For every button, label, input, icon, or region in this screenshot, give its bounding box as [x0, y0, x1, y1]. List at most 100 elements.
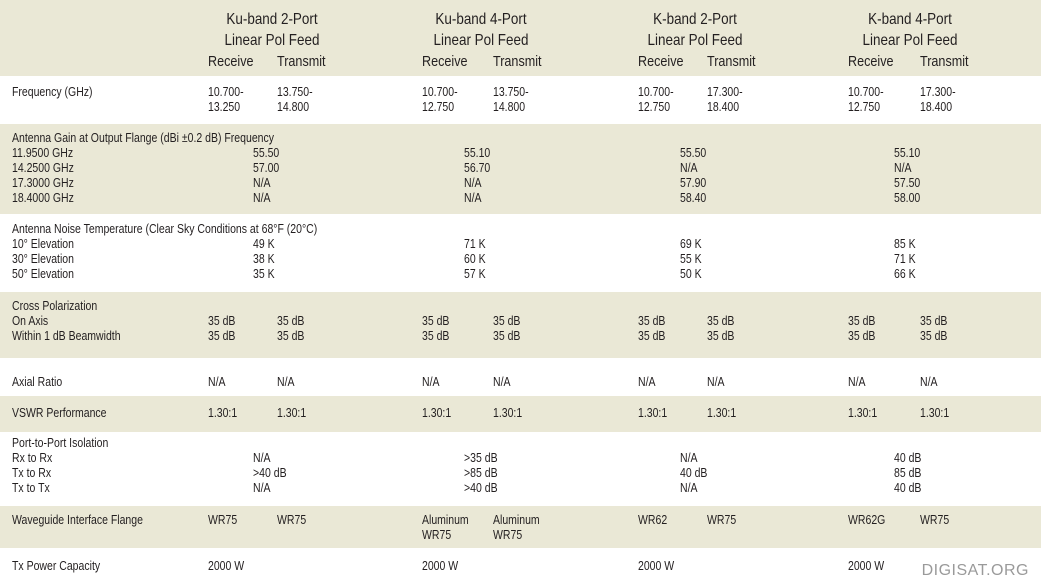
cell-value: 55.50 [680, 146, 707, 160]
cell-value: 57.00 [253, 161, 280, 175]
cell-value: 35 dB [638, 314, 666, 328]
column-subtitle: Linear Pol Feed [433, 32, 529, 49]
cell-value: 85 dB [894, 466, 922, 480]
cell-value: 12.750 [848, 100, 881, 114]
cell-value: 35 dB [277, 329, 305, 343]
cell-value: 10.700- [208, 85, 244, 99]
row-label: Cross Polarization [12, 299, 98, 313]
column-subtitle: Linear Pol Feed [224, 32, 320, 49]
cell-value: 18.400 [920, 100, 953, 114]
cell-value: 35 dB [208, 314, 236, 328]
cell-value: N/A [253, 451, 271, 465]
watermark: DIGISAT.ORG [921, 562, 1029, 579]
cell-value: 55.10 [894, 146, 921, 160]
cell-value: 69 K [680, 237, 702, 251]
cell-value: 40 dB [894, 481, 922, 495]
cell-value: 35 K [253, 267, 275, 281]
cell-value: 14.800 [493, 100, 526, 114]
column-subtitle: Linear Pol Feed [647, 32, 743, 49]
cell-value: WR75 [707, 513, 737, 527]
row-label: Frequency (GHz) [12, 85, 93, 99]
cell-value: 35 dB [848, 314, 876, 328]
cell-value: >85 dB [464, 466, 498, 480]
cell-value: 10.700- [422, 85, 458, 99]
cell-value: N/A [277, 375, 295, 389]
column-title: Ku-band 2-Port [226, 11, 318, 28]
cell-value: N/A [680, 451, 698, 465]
row-label: Antenna Gain at Output Flange (dBi ±0.2 … [12, 131, 275, 145]
cell-value: 57.90 [680, 176, 707, 190]
row-band [0, 548, 1041, 586]
cell-value: 2000 W [422, 559, 459, 573]
cell-value: 60 K [464, 252, 486, 266]
cell-value: N/A [464, 191, 482, 205]
row-sublabel: On Axis [12, 314, 49, 328]
cell-value: 55.10 [464, 146, 491, 160]
cell-value: 1.30:1 [493, 406, 523, 420]
cell-value: 10.700- [638, 85, 674, 99]
cell-value: 1.30:1 [707, 406, 737, 420]
row-sublabel: 50° Elevation [12, 267, 75, 281]
row-band [0, 432, 1041, 506]
cell-value: 2000 W [208, 559, 245, 573]
cell-value: >40 dB [253, 466, 287, 480]
cell-value: N/A [707, 375, 725, 389]
cell-value: N/A [894, 161, 912, 175]
cell-value: 1.30:1 [848, 406, 878, 420]
cell-value: 35 dB [920, 329, 948, 343]
column-title: Ku-band 4-Port [435, 11, 527, 28]
cell-value: N/A [464, 176, 482, 190]
transmit-heading: Transmit [277, 53, 326, 70]
cell-value: N/A [253, 191, 271, 205]
cell-value: 12.750 [638, 100, 671, 114]
receive-heading: Receive [208, 53, 254, 70]
row-sublabel: Tx to Rx [12, 466, 52, 480]
cell-value: 35 dB [208, 329, 236, 343]
cell-value: 49 K [253, 237, 275, 251]
cell-value: 1.30:1 [208, 406, 238, 420]
cell-value: N/A [253, 481, 271, 495]
cell-value: 2000 W [638, 559, 675, 573]
row-band [0, 396, 1041, 432]
cell-value: WR75 [277, 513, 307, 527]
cell-value: 71 K [894, 252, 916, 266]
cell-value: 38 K [253, 252, 275, 266]
row-band [0, 124, 1041, 214]
transmit-heading: Transmit [920, 53, 969, 70]
receive-heading: Receive [422, 53, 468, 70]
cell-value: N/A [422, 375, 440, 389]
cell-value: 56.70 [464, 161, 491, 175]
row-label: Antenna Noise Temperature (Clear Sky Con… [12, 222, 318, 236]
cell-value: 55 K [680, 252, 702, 266]
cell-value: 50 K [680, 267, 702, 281]
cell-value: N/A [638, 375, 656, 389]
cell-value: N/A [680, 161, 698, 175]
cell-value: 13.750- [277, 85, 313, 99]
cell-value: 35 dB [707, 329, 735, 343]
cell-value: 12.750 [422, 100, 455, 114]
cell-value: 35 dB [920, 314, 948, 328]
cell-value: 35 dB [707, 314, 735, 328]
cell-value: N/A [680, 481, 698, 495]
row-sublabel: 11.9500 GHz [12, 146, 74, 160]
cell-value: 35 dB [848, 329, 876, 343]
row-sublabel: Rx to Rx [12, 451, 53, 465]
cell-value: 35 dB [422, 329, 450, 343]
cell-value: 17.300- [707, 85, 743, 99]
cell-value: 66 K [894, 267, 916, 281]
row-label: Port-to-Port Isolation [12, 436, 109, 450]
cell-value: 40 dB [680, 466, 708, 480]
cell-value: N/A [493, 375, 511, 389]
cell-value: 55.50 [253, 146, 280, 160]
row-sublabel: 14.2500 GHz [12, 161, 74, 175]
cell-value: >35 dB [464, 451, 498, 465]
cell-value: 58.00 [894, 191, 921, 205]
cell-value: Aluminum [422, 513, 469, 527]
cell-value: 35 dB [277, 314, 305, 328]
cell-value: 57.50 [894, 176, 921, 190]
cell-value: N/A [848, 375, 866, 389]
column-subtitle: Linear Pol Feed [862, 32, 958, 49]
cell-value: WR75 [208, 513, 238, 527]
cell-value: 17.300- [920, 85, 956, 99]
